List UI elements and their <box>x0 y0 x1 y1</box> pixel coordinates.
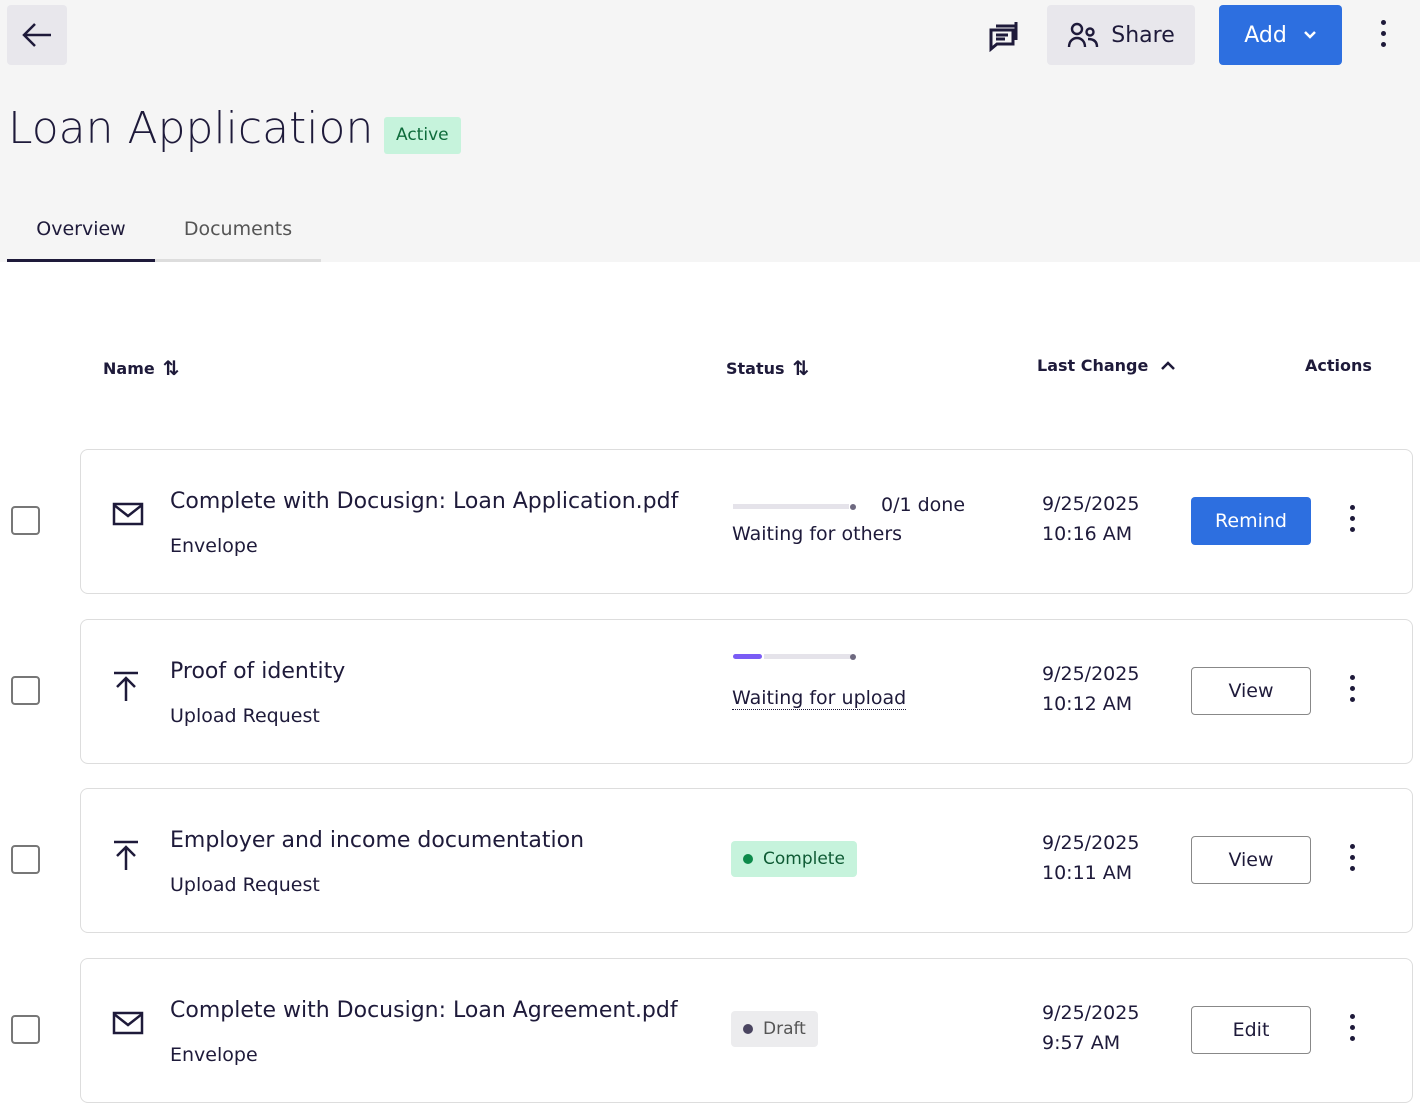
edit-button[interactable]: Edit <box>1191 1006 1311 1054</box>
progress-bar <box>733 503 856 510</box>
column-header-actions: Actions <box>1305 356 1372 375</box>
back-button[interactable] <box>7 5 67 65</box>
table-row[interactable] <box>80 449 1413 594</box>
people-icon <box>1068 22 1099 48</box>
page-title: Loan Application <box>8 103 374 154</box>
table-row[interactable] <box>80 958 1413 1103</box>
row-name[interactable]: Employer and income documentation <box>170 828 585 853</box>
row-time: 10:16 AM <box>1042 523 1133 545</box>
table-row[interactable] <box>80 788 1413 933</box>
row-more-button[interactable] <box>1350 844 1355 871</box>
table-row[interactable] <box>80 619 1413 764</box>
row-more-button[interactable] <box>1350 505 1355 532</box>
tab-documents[interactable]: Documents <box>155 210 321 262</box>
progress-fill <box>733 654 762 659</box>
row-type: Envelope <box>170 535 258 557</box>
view-button[interactable]: View <box>1191 667 1311 715</box>
progress-end-dot <box>850 653 856 660</box>
comments-icon[interactable] <box>988 20 1022 52</box>
column-header-last-change[interactable]: Last Change <box>1037 356 1180 375</box>
add-button[interactable]: Add <box>1219 5 1342 65</box>
row-checkbox[interactable] <box>11 676 40 705</box>
add-label: Add <box>1244 22 1287 48</box>
row-time: 10:12 AM <box>1042 693 1133 715</box>
row-time: 9:57 AM <box>1042 1032 1121 1054</box>
status-label: Complete <box>763 849 845 869</box>
status-label: Draft <box>763 1019 806 1039</box>
row-name[interactable]: Complete with Docusign: Loan Application… <box>170 489 679 514</box>
sort-icon: ⇅ <box>162 356 180 380</box>
upload-icon <box>112 840 140 876</box>
column-header-name[interactable]: Name ⇅ <box>103 356 179 380</box>
sort-icon: ⇅ <box>792 356 810 380</box>
row-date: 9/25/2025 <box>1042 832 1140 854</box>
chevron-down-icon <box>1303 31 1316 39</box>
more-options-button[interactable] <box>1381 20 1386 47</box>
status-dot <box>743 1024 753 1034</box>
row-time: 10:11 AM <box>1042 862 1133 884</box>
upload-icon <box>112 671 140 707</box>
row-more-button[interactable] <box>1350 675 1355 702</box>
row-checkbox[interactable] <box>11 845 40 874</box>
row-name[interactable]: Proof of identity <box>170 659 346 684</box>
share-label: Share <box>1111 22 1175 48</box>
row-date: 9/25/2025 <box>1042 493 1140 515</box>
share-button[interactable]: Share <box>1047 5 1195 65</box>
row-checkbox[interactable] <box>11 1015 40 1044</box>
row-type: Upload Request <box>170 705 320 727</box>
status-badge: Draft <box>731 1011 818 1047</box>
progress-bar <box>733 653 856 660</box>
row-more-button[interactable] <box>1350 1014 1355 1041</box>
tab-overview[interactable]: Overview <box>7 210 155 262</box>
row-type: Upload Request <box>170 874 320 896</box>
row-checkbox[interactable] <box>11 506 40 535</box>
arrow-left-icon <box>22 23 51 47</box>
progress-end-dot <box>850 503 856 510</box>
envelope-icon <box>112 1010 144 1040</box>
status-text[interactable]: Waiting for upload <box>732 687 907 710</box>
status-dot <box>743 854 753 864</box>
row-date: 9/25/2025 <box>1042 663 1140 685</box>
name-header-label: Name <box>103 358 155 378</box>
column-header-status[interactable]: Status ⇅ <box>726 356 809 380</box>
progress-track <box>733 504 849 509</box>
last-change-header-label: Last Change <box>1037 356 1149 375</box>
view-button[interactable]: View <box>1191 836 1311 884</box>
row-type: Envelope <box>170 1044 258 1066</box>
progress-text: 0/1 done <box>881 494 966 516</box>
status-text: Waiting for others <box>732 523 903 545</box>
status-badge: Complete <box>731 841 857 877</box>
remind-button[interactable]: Remind <box>1191 497 1311 545</box>
chevron-up-icon <box>1161 360 1176 370</box>
progress-track <box>764 654 851 659</box>
row-date: 9/25/2025 <box>1042 1002 1140 1024</box>
status-badge: Active <box>384 117 461 154</box>
status-header-label: Status <box>726 358 785 378</box>
row-name[interactable]: Complete with Docusign: Loan Agreement.p… <box>170 998 678 1023</box>
envelope-icon <box>112 501 144 531</box>
